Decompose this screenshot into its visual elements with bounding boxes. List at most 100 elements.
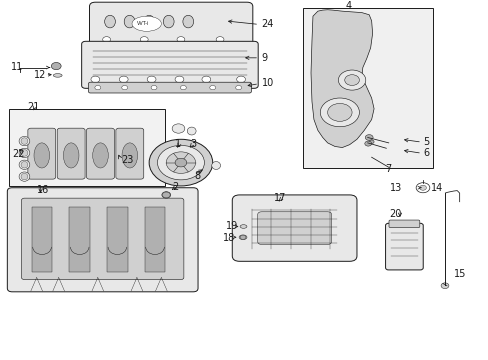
Circle shape bbox=[202, 76, 210, 82]
Circle shape bbox=[235, 85, 241, 90]
Ellipse shape bbox=[162, 192, 170, 198]
FancyBboxPatch shape bbox=[57, 128, 85, 179]
Circle shape bbox=[149, 139, 212, 186]
Circle shape bbox=[91, 76, 100, 82]
Ellipse shape bbox=[124, 15, 135, 28]
Ellipse shape bbox=[211, 162, 220, 170]
Text: 7: 7 bbox=[385, 164, 391, 174]
Ellipse shape bbox=[21, 150, 28, 156]
Text: 20: 20 bbox=[388, 209, 401, 219]
Ellipse shape bbox=[240, 225, 246, 228]
Ellipse shape bbox=[104, 15, 115, 28]
Circle shape bbox=[240, 235, 245, 239]
Text: 13: 13 bbox=[389, 183, 401, 193]
Circle shape bbox=[95, 85, 101, 90]
Circle shape bbox=[327, 103, 351, 121]
FancyBboxPatch shape bbox=[257, 212, 331, 244]
FancyBboxPatch shape bbox=[86, 128, 114, 179]
FancyBboxPatch shape bbox=[385, 223, 422, 270]
FancyBboxPatch shape bbox=[7, 188, 198, 292]
FancyBboxPatch shape bbox=[21, 198, 183, 280]
Circle shape bbox=[209, 85, 215, 90]
Circle shape bbox=[119, 76, 128, 82]
Text: 3: 3 bbox=[190, 139, 196, 149]
Text: 8: 8 bbox=[194, 171, 201, 181]
FancyBboxPatch shape bbox=[28, 128, 56, 179]
Ellipse shape bbox=[163, 15, 174, 28]
Ellipse shape bbox=[21, 138, 28, 144]
Text: 17: 17 bbox=[273, 193, 285, 203]
Ellipse shape bbox=[19, 160, 30, 170]
Circle shape bbox=[157, 145, 204, 180]
Text: 14: 14 bbox=[430, 184, 443, 193]
Circle shape bbox=[102, 37, 110, 42]
Polygon shape bbox=[310, 10, 373, 148]
Ellipse shape bbox=[92, 143, 108, 168]
Circle shape bbox=[147, 76, 156, 82]
Ellipse shape bbox=[239, 235, 246, 240]
Bar bbox=[144, 207, 165, 272]
Text: 22: 22 bbox=[12, 149, 25, 159]
Bar bbox=[9, 109, 165, 186]
Circle shape bbox=[162, 192, 170, 198]
Ellipse shape bbox=[21, 174, 28, 180]
Ellipse shape bbox=[34, 143, 50, 168]
Circle shape bbox=[440, 283, 448, 289]
Circle shape bbox=[175, 158, 186, 167]
FancyBboxPatch shape bbox=[89, 2, 252, 52]
Circle shape bbox=[236, 76, 245, 82]
Text: 5: 5 bbox=[423, 137, 429, 147]
Text: 10: 10 bbox=[261, 78, 273, 88]
Bar bbox=[303, 8, 432, 168]
Ellipse shape bbox=[132, 16, 161, 31]
Circle shape bbox=[51, 63, 61, 70]
Circle shape bbox=[364, 141, 371, 146]
Circle shape bbox=[216, 37, 224, 42]
Circle shape bbox=[320, 98, 359, 127]
Ellipse shape bbox=[63, 143, 79, 168]
Text: 1: 1 bbox=[175, 139, 181, 149]
Circle shape bbox=[180, 85, 186, 90]
Circle shape bbox=[365, 135, 372, 140]
Ellipse shape bbox=[143, 15, 154, 28]
Text: 6: 6 bbox=[423, 148, 429, 158]
Text: 23: 23 bbox=[121, 155, 133, 165]
Text: 15: 15 bbox=[453, 269, 465, 279]
Text: 21: 21 bbox=[27, 102, 40, 112]
Circle shape bbox=[177, 37, 184, 42]
Text: 2: 2 bbox=[172, 182, 178, 192]
Ellipse shape bbox=[19, 172, 30, 181]
Circle shape bbox=[415, 183, 429, 193]
Circle shape bbox=[151, 85, 157, 90]
Ellipse shape bbox=[53, 73, 62, 77]
Ellipse shape bbox=[19, 136, 30, 146]
Circle shape bbox=[338, 70, 365, 90]
Bar bbox=[107, 207, 127, 272]
Circle shape bbox=[368, 140, 373, 144]
Circle shape bbox=[175, 76, 183, 82]
Circle shape bbox=[122, 85, 127, 90]
Ellipse shape bbox=[187, 127, 196, 135]
Circle shape bbox=[344, 75, 359, 85]
FancyBboxPatch shape bbox=[88, 82, 251, 93]
FancyBboxPatch shape bbox=[116, 128, 143, 179]
Text: 16: 16 bbox=[37, 185, 49, 194]
Text: 11: 11 bbox=[11, 62, 23, 72]
Ellipse shape bbox=[21, 162, 28, 168]
Circle shape bbox=[172, 124, 184, 133]
Text: 9: 9 bbox=[261, 53, 267, 63]
Ellipse shape bbox=[183, 15, 193, 28]
Circle shape bbox=[166, 152, 195, 174]
FancyBboxPatch shape bbox=[388, 220, 419, 228]
Bar bbox=[32, 207, 52, 272]
Ellipse shape bbox=[122, 143, 138, 168]
Circle shape bbox=[419, 185, 426, 190]
Text: 18: 18 bbox=[222, 233, 234, 243]
Text: 12: 12 bbox=[34, 70, 46, 80]
Circle shape bbox=[140, 37, 148, 42]
Bar bbox=[69, 207, 90, 272]
Text: 24: 24 bbox=[261, 19, 273, 29]
Text: 19: 19 bbox=[225, 221, 238, 231]
FancyBboxPatch shape bbox=[81, 41, 258, 88]
Text: VVT-i: VVT-i bbox=[136, 21, 149, 26]
